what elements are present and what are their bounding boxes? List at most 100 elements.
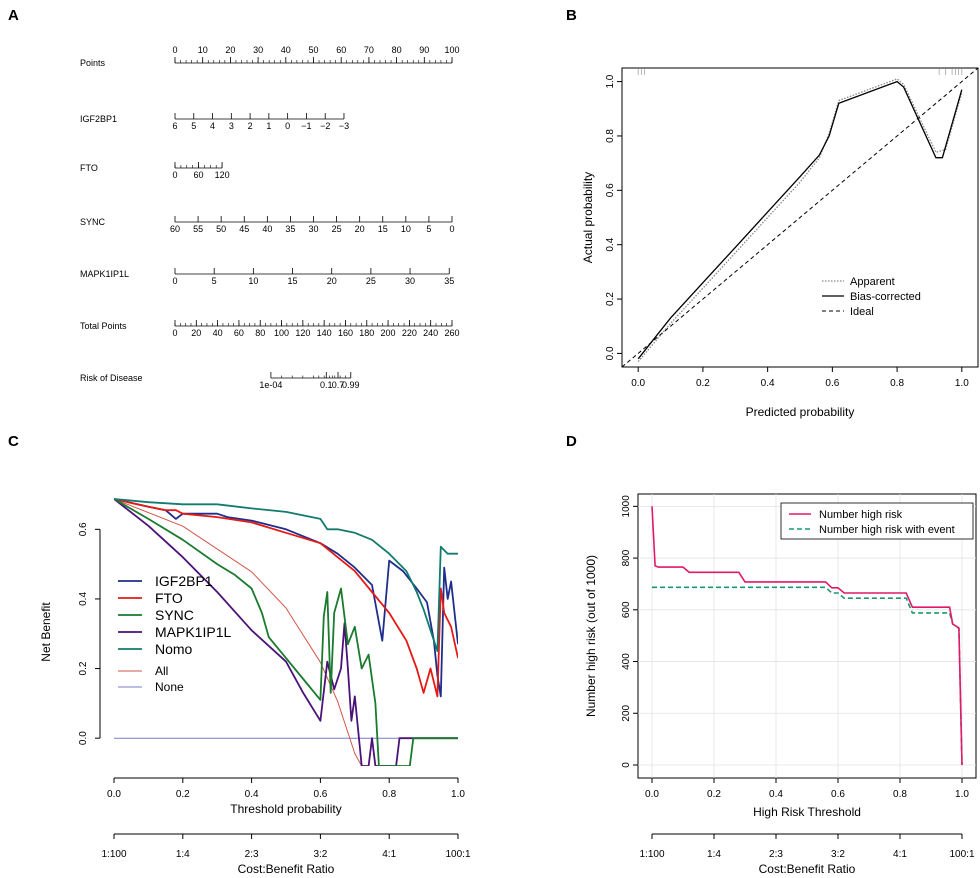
y-tick-label: 0.8	[605, 129, 616, 143]
x2-tick-label: 100:1	[949, 849, 974, 860]
y-tick-label: 200	[621, 704, 632, 721]
legend-label: FTO	[155, 590, 183, 606]
nomogram-tick-label: 0.7	[332, 380, 345, 390]
x2-tick-label: 2:3	[769, 849, 783, 860]
y-axis-title: Actual probability	[581, 172, 595, 263]
nomogram-row-label: Risk of Disease	[80, 373, 143, 383]
x2-tick-label: 1:100	[101, 849, 126, 860]
decision-curve-panel: 0.0 0.2 0.4 0.6 0.8 1.0 Threshold probability 1…	[39, 498, 471, 876]
x2-tick-label: 4:1	[382, 849, 396, 860]
x-axis-title: Predicted probability	[746, 405, 855, 419]
nomogram-tick-label: −3	[339, 121, 349, 131]
x-tick-label: 0.4	[769, 789, 783, 800]
nomogram-tick-label: 10	[401, 224, 411, 234]
nomogram-row-label: Total Points	[80, 321, 127, 331]
x-tick-label: 1.0	[955, 378, 969, 389]
nomogram-tick-label: 20	[355, 224, 365, 234]
nomogram-tick-label: 45	[239, 224, 249, 234]
x-tick-label: 0.0	[107, 789, 121, 800]
nomogram-tick-label: 0	[172, 170, 177, 180]
x-tick-label: 0.6	[313, 789, 327, 800]
x-tick-label: 0.2	[176, 789, 190, 800]
nomogram-tick-label: 50	[308, 45, 318, 55]
nomogram-row-label: SYNC	[80, 217, 106, 227]
nomogram-tick-label: 40	[213, 328, 223, 338]
nomogram-tick-label: 6	[172, 121, 177, 131]
plot-frame	[621, 67, 979, 368]
nomogram-tick-label: 0	[449, 224, 454, 234]
nomogram-tick-label: 220	[402, 328, 417, 338]
y-tick-label: 0.4	[605, 237, 616, 251]
nomogram-tick-label: 0	[172, 276, 177, 286]
nomogram-tick-label: 140	[317, 328, 332, 338]
nomogram-tick-label: 50	[216, 224, 226, 234]
legend-label: Bias-corrected	[850, 291, 921, 303]
panel-c-letter: C	[8, 433, 19, 450]
nomogram-tick-label: 15	[378, 224, 388, 234]
panel-d-letter: D	[566, 433, 577, 450]
x2-axis-title: Cost:Benefit Ratio	[238, 862, 335, 876]
nomogram-tick-label: 0	[172, 328, 177, 338]
nomogram-row-label: MAPK1IP1L	[80, 269, 129, 279]
legend-label: IGF2BP1	[155, 573, 213, 589]
y-tick-label: 0.0	[78, 731, 89, 745]
x-tick-label: 0.8	[382, 789, 396, 800]
x2-tick-label: 1:4	[176, 849, 190, 860]
nomogram-tick-label: 60	[336, 45, 346, 55]
series-line-1	[652, 586, 963, 766]
nomogram-row-label: IGF2BP1	[80, 114, 117, 124]
panel-b-letter: B	[566, 7, 577, 24]
legend-box	[780, 502, 974, 540]
nomogram-tick-label: 5	[426, 224, 431, 234]
x2-tick-label: 2:3	[245, 849, 259, 860]
y-tick-label: 0.6	[605, 183, 616, 197]
nomogram-tick-label: 30	[253, 45, 263, 55]
legend-label: None	[155, 680, 184, 694]
x-tick-label: 0.4	[245, 789, 259, 800]
nomogram-tick-label: 60	[170, 224, 180, 234]
nomogram-tick-label: 260	[444, 328, 459, 338]
x-axis-title: High Risk Threshold	[753, 805, 861, 819]
nomogram-tick-label: 2	[248, 121, 253, 131]
x2-tick-label: 100:1	[445, 849, 470, 860]
nomogram-tick-label: 80	[392, 45, 402, 55]
nomogram-tick-label: 160	[338, 328, 353, 338]
y-tick-label: 400	[621, 653, 632, 670]
x2-tick-label: 4:1	[893, 849, 907, 860]
x-tick-label: 0.2	[696, 378, 710, 389]
nomogram-tick-label: 10	[198, 45, 208, 55]
x-tick-label: 0.6	[831, 789, 845, 800]
nomogram-tick-label: 1e-04	[259, 380, 282, 390]
y-axis-title: Number high risk (out of 1000)	[584, 555, 598, 717]
legend-label: Apparent	[850, 276, 895, 288]
series-line-bias-corrected	[637, 80, 963, 360]
y-tick-label: 1000	[621, 495, 632, 518]
nomogram-tick-label: 120	[295, 328, 310, 338]
series-line-0	[651, 506, 963, 766]
nomogram-tick-label: 30	[405, 276, 415, 286]
nomogram-tick-label: 5	[191, 121, 196, 131]
x2-tick-label: 1:100	[639, 849, 664, 860]
x-tick-label: 0.4	[761, 378, 775, 389]
x-tick-label: 0.0	[645, 789, 659, 800]
x2-tick-label: 1:4	[707, 849, 721, 860]
nomogram-tick-label: 55	[193, 224, 203, 234]
nomogram-tick-label: 40	[281, 45, 291, 55]
x-tick-label: 0.8	[893, 789, 907, 800]
nomogram-row-label: FTO	[80, 163, 98, 173]
nomogram-tick-label: 90	[419, 45, 429, 55]
calibration-panel: 0.0 0.2 0.4 0.6 0.8 1.0 0.0 0.2 0.4 0.6 0.8 1.0 Pred…	[581, 67, 979, 419]
series-line-all	[114, 498, 363, 766]
x2-axis-title: Cost:Benefit Ratio	[759, 862, 856, 876]
nomogram-row-label: Points	[80, 58, 106, 68]
legend-label: All	[155, 664, 168, 678]
nomogram-tick-label: 40	[262, 224, 272, 234]
nomogram-tick-label: 70	[364, 45, 374, 55]
series-line-nomo	[114, 498, 458, 652]
y-tick-label: 600	[621, 601, 632, 618]
nomogram-tick-label: 0.99	[342, 380, 360, 390]
nomogram-tick-label: 1	[266, 121, 271, 131]
nomogram-tick-label: 4	[210, 121, 215, 131]
nomogram-tick-label: 180	[359, 328, 374, 338]
